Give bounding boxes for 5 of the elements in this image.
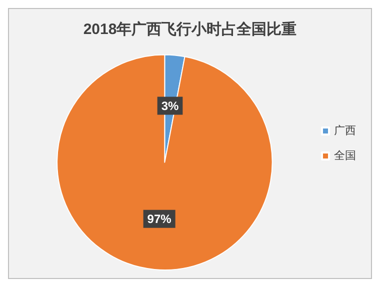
legend-label: 全国 (334, 150, 356, 162)
chart-title: 2018年广西飞行小时占全国比重 (83, 20, 297, 38)
legend-label: 广西 (334, 124, 356, 137)
data-label: 3% (161, 98, 180, 113)
data-label: 97% (147, 212, 172, 226)
